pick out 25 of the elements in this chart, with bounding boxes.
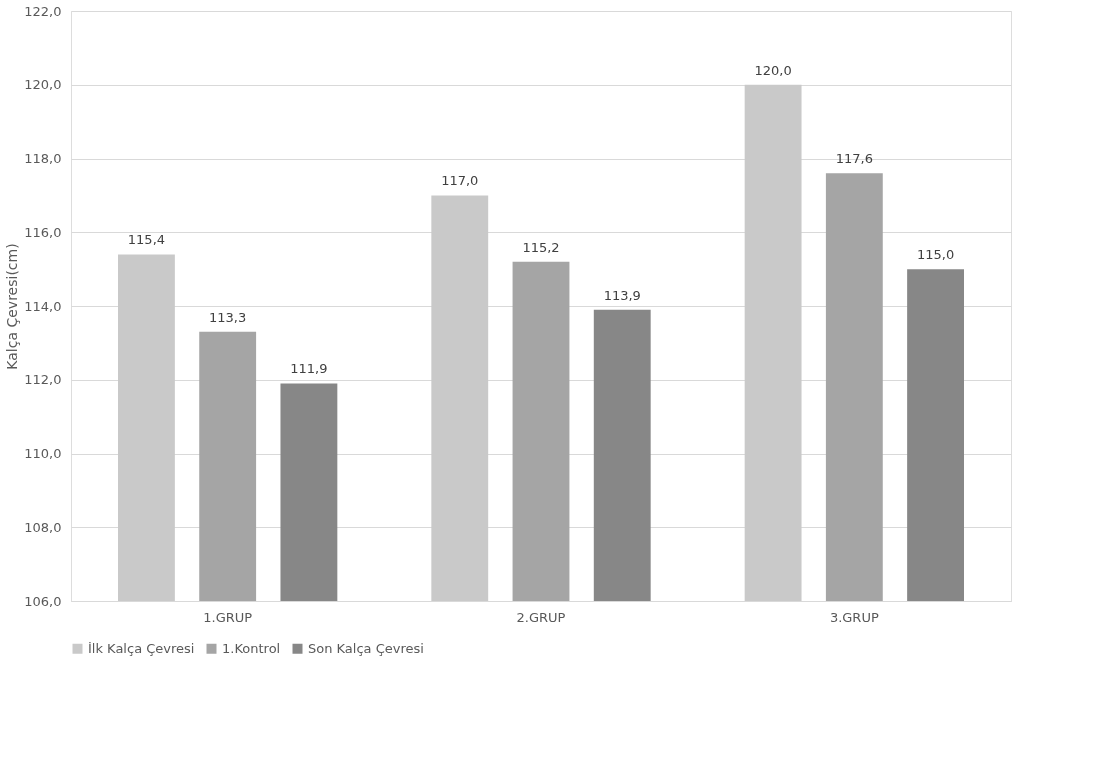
data-label: 117,6 bbox=[835, 151, 873, 167]
y-tick-label: 118,0 bbox=[24, 151, 62, 166]
y-tick-label: 120,0 bbox=[24, 77, 62, 93]
x-tick-label: 3.GRUP bbox=[829, 609, 879, 625]
y-tick-label: 114,0 bbox=[24, 298, 62, 314]
y-tick-label: 112,0 bbox=[24, 372, 62, 388]
data-label: 111,9 bbox=[290, 361, 328, 377]
legend-label: 1.Kontrol bbox=[222, 640, 281, 656]
legend-label: Son Kalça Çevresi bbox=[308, 640, 424, 656]
data-label: 115,2 bbox=[522, 239, 560, 255]
x-tick-label: 1.GRUP bbox=[203, 609, 253, 625]
y-tick-label: 122,0 bbox=[24, 3, 62, 19]
data-label: 113,3 bbox=[209, 309, 247, 325]
data-label: 115,4 bbox=[127, 232, 166, 248]
y-tick-label: 116,0 bbox=[24, 224, 62, 240]
y-tick-label: 106,0 bbox=[24, 593, 62, 609]
data-label: 117,0 bbox=[441, 173, 479, 189]
y-tick-label: 108,0 bbox=[24, 519, 62, 535]
data-label: 113,9 bbox=[603, 287, 641, 303]
data-label: 115,0 bbox=[916, 247, 955, 263]
y-axis-title: Kalça Çevresi(cm) bbox=[4, 243, 21, 370]
legend-label: İlk Kalça Çevresi bbox=[88, 640, 195, 656]
data-label: 120,0 bbox=[754, 62, 792, 78]
x-tick-label: 2.GRUP bbox=[516, 609, 566, 625]
y-tick-label: 110,0 bbox=[24, 446, 62, 461]
